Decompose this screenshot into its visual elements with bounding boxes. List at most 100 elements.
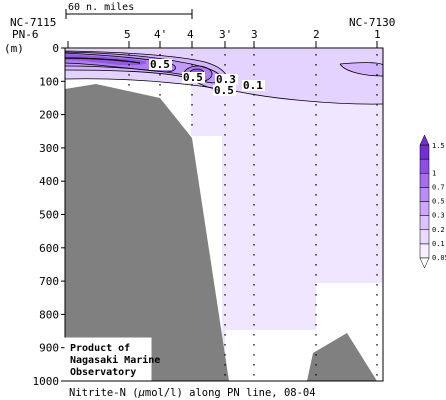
sample-dot bbox=[224, 304, 226, 306]
contour-label-bg bbox=[182, 72, 205, 83]
sample-dot bbox=[253, 164, 255, 166]
sample-dot bbox=[376, 74, 378, 76]
y-axis-label: (m) bbox=[4, 42, 24, 55]
sample-dot bbox=[253, 344, 255, 346]
credit-line-3: Observatory bbox=[70, 367, 136, 378]
sample-dot bbox=[159, 54, 161, 56]
sample-dot bbox=[253, 254, 255, 256]
contour-labels: 0.50.5 0.30.5 0.1 bbox=[149, 58, 265, 97]
sample-dot bbox=[376, 264, 378, 266]
sample-dot bbox=[376, 144, 378, 146]
sample-dot bbox=[376, 244, 378, 246]
sample-dot bbox=[376, 324, 378, 326]
sample-dot bbox=[315, 264, 317, 266]
sample-dot bbox=[315, 64, 317, 66]
contour-label: 0.5 bbox=[214, 84, 234, 97]
legend-min-arrow bbox=[419, 257, 430, 269]
sample-dot bbox=[159, 84, 161, 86]
sample-dot bbox=[376, 174, 378, 176]
y-tick-label: 200 bbox=[39, 109, 59, 122]
sample-dot bbox=[376, 94, 378, 96]
sample-dot bbox=[315, 154, 317, 156]
legend-label: 0.05 bbox=[432, 254, 446, 262]
sample-dot bbox=[224, 204, 226, 206]
contour-line bbox=[65, 57, 141, 64]
sample-dot bbox=[315, 124, 317, 126]
sample-dot bbox=[253, 104, 255, 106]
chart-title: Nitrite-N (μmol/l) along PN line, 08-04 bbox=[69, 387, 316, 399]
sample-dot bbox=[224, 54, 226, 56]
sample-dot bbox=[253, 174, 255, 176]
scale-bar-label: 60 n. miles bbox=[68, 2, 134, 13]
sample-dot bbox=[253, 284, 255, 286]
sample-dot bbox=[315, 214, 317, 216]
legend-color-swatch bbox=[419, 158, 430, 174]
y-tick-label: 500 bbox=[39, 209, 59, 222]
contour-label-bg bbox=[149, 59, 172, 70]
sample-dot bbox=[376, 314, 378, 316]
left-end-label: NC-7115 bbox=[10, 16, 56, 29]
sample-dot bbox=[315, 274, 317, 276]
contour-line bbox=[339, 62, 383, 77]
sample-dot bbox=[315, 344, 317, 346]
legend-color-swatch bbox=[419, 201, 430, 216]
seafloor-east bbox=[307, 333, 377, 381]
sample-dot bbox=[253, 294, 255, 296]
sample-dot bbox=[315, 74, 317, 76]
contour-label: 0.3 bbox=[216, 73, 236, 86]
seafloor bbox=[65, 84, 377, 381]
sample-dot bbox=[253, 244, 255, 246]
sample-dot bbox=[224, 314, 226, 316]
right-end-label: NC-7130 bbox=[349, 16, 395, 29]
sample-dot bbox=[315, 94, 317, 96]
sample-dot bbox=[128, 64, 130, 66]
sample-dot bbox=[224, 284, 226, 286]
sample-dot bbox=[253, 304, 255, 306]
y-tick-label: 900 bbox=[39, 342, 59, 355]
sample-dot bbox=[253, 214, 255, 216]
sample-dot bbox=[315, 244, 317, 246]
credit-box: Product of Nagasaki Marine Observatory bbox=[64, 337, 160, 381]
sample-dot bbox=[159, 74, 161, 76]
legend-label: 0.1 bbox=[432, 240, 445, 248]
sample-dot bbox=[224, 164, 226, 166]
color-legend: 0.05 0.1 0.2 0.3 0.5 0.7 1 1.5 bbox=[419, 134, 446, 269]
legend-color-swatch bbox=[419, 243, 430, 259]
sample-dot bbox=[224, 254, 226, 256]
sample-dot bbox=[376, 84, 378, 86]
sample-dot bbox=[224, 324, 226, 326]
sample-dot bbox=[315, 354, 317, 356]
sample-dot bbox=[224, 214, 226, 216]
sample-dot bbox=[159, 94, 161, 96]
sample-dot bbox=[253, 374, 255, 376]
sample-dot bbox=[376, 334, 378, 336]
sample-dot bbox=[253, 134, 255, 136]
legend-label: 1.5 bbox=[432, 142, 445, 150]
sample-dot bbox=[315, 104, 317, 106]
sample-dot bbox=[253, 324, 255, 326]
sample-dot bbox=[224, 64, 226, 66]
y-tick-label: 1000 bbox=[33, 375, 60, 388]
sample-dot bbox=[315, 374, 317, 376]
sample-dot bbox=[376, 274, 378, 276]
station-label: 4 bbox=[187, 28, 194, 41]
sample-dot bbox=[224, 374, 226, 376]
legend-label: 0.7 bbox=[432, 183, 445, 191]
sample-dot bbox=[253, 354, 255, 356]
sample-dot bbox=[224, 124, 226, 126]
contour-label: 0.5 bbox=[183, 71, 203, 84]
sample-dot bbox=[376, 194, 378, 196]
sample-dot bbox=[253, 194, 255, 196]
sample-dot bbox=[224, 144, 226, 146]
sample-dot bbox=[376, 164, 378, 166]
sample-dot bbox=[224, 194, 226, 196]
sample-dot bbox=[224, 344, 226, 346]
contour-label-bg bbox=[215, 74, 238, 85]
sample-dot bbox=[191, 104, 193, 106]
sample-dot bbox=[315, 334, 317, 336]
credit-line-1: Product of bbox=[70, 343, 130, 354]
legend-color-swatch bbox=[419, 215, 430, 230]
sample-dot bbox=[128, 74, 130, 76]
sample-dot bbox=[315, 254, 317, 256]
